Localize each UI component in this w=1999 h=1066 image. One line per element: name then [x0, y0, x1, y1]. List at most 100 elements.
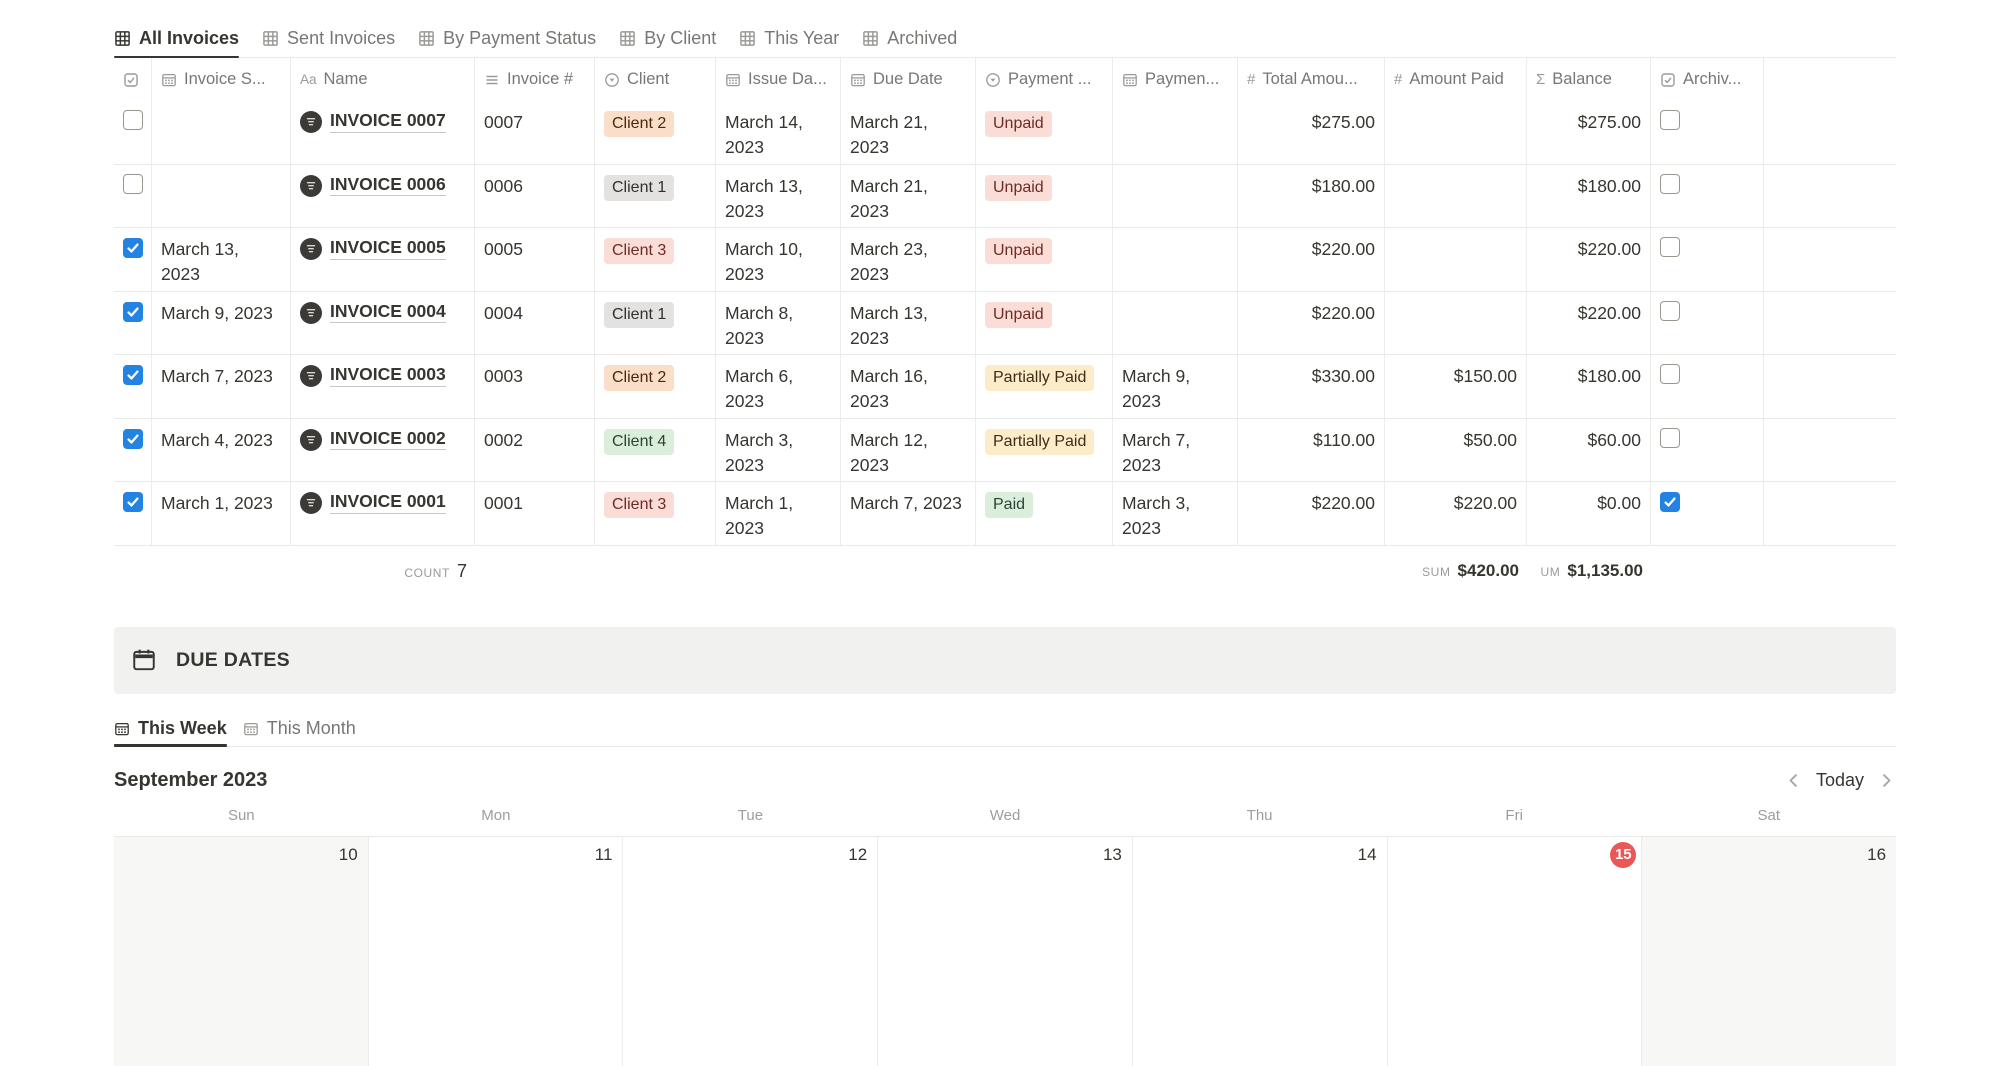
cell-payment_date[interactable] — [1113, 164, 1238, 227]
cell-select[interactable] — [114, 418, 152, 481]
row-select-checkbox[interactable] — [123, 173, 143, 194]
chevron-left-icon[interactable] — [1784, 771, 1803, 790]
cell-payment_date[interactable]: March 9, 2023 — [1113, 355, 1238, 418]
cell-amount_paid[interactable]: $50.00 — [1385, 418, 1527, 481]
invoice-page-link[interactable]: INVOICE 0007 — [330, 110, 446, 133]
cell-due[interactable]: March 21, 2023 — [841, 164, 976, 227]
cell-payment_date[interactable] — [1113, 228, 1238, 291]
cell-balance[interactable]: $60.00 — [1527, 418, 1651, 481]
tab-sent-invoices[interactable]: Sent Invoices — [262, 19, 395, 57]
tab-this-year[interactable]: This Year — [739, 19, 839, 57]
cell-balance[interactable]: $180.00 — [1527, 164, 1651, 227]
archived-checkbox[interactable] — [1660, 173, 1680, 194]
invoice-page-link[interactable]: INVOICE 0004 — [330, 301, 446, 324]
row-select-checkbox[interactable] — [123, 301, 143, 322]
cell-balance[interactable]: $0.00 — [1527, 482, 1651, 545]
column-header-due[interactable]: Due Date — [841, 58, 976, 101]
cell-archived[interactable] — [1651, 291, 1764, 354]
cell-number[interactable]: 0006 — [475, 164, 595, 227]
column-header-sent[interactable]: Invoice S... — [152, 58, 291, 101]
cell-name[interactable]: INVOICE 0005 — [291, 228, 475, 291]
archived-checkbox[interactable] — [1660, 300, 1680, 321]
column-header-client[interactable]: Client — [595, 58, 716, 101]
cell-name[interactable]: INVOICE 0006 — [291, 164, 475, 227]
cell-payment_date[interactable] — [1113, 101, 1238, 164]
today-button[interactable]: Today — [1815, 770, 1864, 790]
cell-balance[interactable]: $275.00 — [1527, 101, 1651, 164]
column-header-issue[interactable]: Issue Da... — [716, 58, 841, 101]
cell-balance[interactable]: $180.00 — [1527, 355, 1651, 418]
sum-balance-aggregate[interactable]: UM $1,135.00 — [1540, 561, 1643, 581]
cell-amount_paid[interactable] — [1385, 291, 1527, 354]
cell-client[interactable]: Client 3 — [595, 228, 716, 291]
cell-issue[interactable]: March 10, 2023 — [716, 228, 841, 291]
column-header-select[interactable] — [114, 58, 152, 101]
cell-sent[interactable] — [152, 101, 291, 164]
cell-status[interactable]: Partially Paid — [976, 355, 1113, 418]
cell-name[interactable]: INVOICE 0002 — [291, 418, 475, 481]
cell-select[interactable] — [114, 101, 152, 164]
archived-checkbox[interactable] — [1660, 492, 1680, 512]
cell-issue[interactable]: March 14, 2023 — [716, 101, 841, 164]
archived-checkbox[interactable] — [1660, 364, 1680, 384]
cell-sent[interactable] — [152, 164, 291, 227]
tab-by-client[interactable]: By Client — [619, 19, 716, 57]
cell-select[interactable] — [114, 164, 152, 227]
cell-sent[interactable]: March 7, 2023 — [152, 355, 291, 418]
row-select-checkbox[interactable] — [123, 428, 143, 449]
calendar-day-cell[interactable]: 14 — [1133, 836, 1388, 1066]
cell-archived[interactable] — [1651, 418, 1764, 481]
cell-name[interactable]: INVOICE 0004 — [291, 291, 475, 354]
cell-status[interactable]: Unpaid — [976, 101, 1113, 164]
calendar-day-cell[interactable]: 16 — [1642, 836, 1897, 1066]
row-select-checkbox[interactable] — [123, 365, 143, 385]
cell-status[interactable]: Unpaid — [976, 291, 1113, 354]
cell-issue[interactable]: March 8, 2023 — [716, 291, 841, 354]
cell-archived[interactable] — [1651, 101, 1764, 164]
archived-checkbox[interactable] — [1660, 237, 1680, 257]
cell-sent[interactable]: March 4, 2023 — [152, 418, 291, 481]
tab-all-invoices[interactable]: All Invoices — [114, 19, 240, 58]
cell-amount_paid[interactable] — [1385, 228, 1527, 291]
cell-payment_date[interactable] — [1113, 291, 1238, 354]
cell-balance[interactable]: $220.00 — [1527, 228, 1651, 291]
calendar-tab-this-week[interactable]: This Week — [114, 712, 227, 747]
cell-balance[interactable]: $220.00 — [1527, 291, 1651, 354]
calendar-day-cell[interactable]: 15 — [1388, 836, 1643, 1066]
cell-total[interactable]: $275.00 — [1238, 101, 1385, 164]
cell-due[interactable]: March 21, 2023 — [841, 101, 976, 164]
calendar-day-cell[interactable]: 12 — [623, 836, 879, 1066]
cell-total[interactable]: $330.00 — [1238, 355, 1385, 418]
cell-archived[interactable] — [1651, 164, 1764, 227]
invoice-page-link[interactable]: INVOICE 0006 — [330, 174, 446, 197]
calendar-day-cell[interactable]: 11 — [369, 836, 624, 1066]
cell-archived[interactable] — [1651, 355, 1764, 418]
cell-select[interactable] — [114, 355, 152, 418]
cell-issue[interactable]: March 1, 2023 — [716, 482, 841, 545]
tab-by-payment-status[interactable]: By Payment Status — [418, 19, 596, 57]
calendar-day-cell[interactable]: 13 — [878, 836, 1133, 1066]
cell-name[interactable]: INVOICE 0001 — [291, 482, 475, 545]
cell-client[interactable]: Client 4 — [595, 418, 716, 481]
archived-checkbox[interactable] — [1660, 110, 1680, 130]
column-header-total[interactable]: # Total Amou... — [1238, 58, 1385, 101]
cell-archived[interactable] — [1651, 482, 1764, 545]
cell-client[interactable]: Client 3 — [595, 482, 716, 545]
column-header-name[interactable]: Aa Name — [291, 58, 475, 101]
cell-issue[interactable]: March 6, 2023 — [716, 355, 841, 418]
cell-due[interactable]: March 23, 2023 — [841, 228, 976, 291]
cell-archived[interactable] — [1651, 228, 1764, 291]
cell-total[interactable]: $220.00 — [1238, 291, 1385, 354]
cell-amount_paid[interactable]: $150.00 — [1385, 355, 1527, 418]
cell-amount_paid[interactable] — [1385, 164, 1527, 227]
cell-due[interactable]: March 13, 2023 — [841, 291, 976, 354]
cell-number[interactable]: 0002 — [475, 418, 595, 481]
cell-name[interactable]: INVOICE 0003 — [291, 355, 475, 418]
row-select-checkbox[interactable] — [123, 238, 143, 258]
column-header-payment_date[interactable]: Paymen... — [1113, 58, 1238, 101]
invoice-page-link[interactable]: INVOICE 0002 — [330, 428, 446, 451]
cell-sent[interactable]: March 1, 2023 — [152, 482, 291, 545]
cell-issue[interactable]: March 13, 2023 — [716, 164, 841, 227]
cell-select[interactable] — [114, 482, 152, 545]
cell-select[interactable] — [114, 228, 152, 291]
